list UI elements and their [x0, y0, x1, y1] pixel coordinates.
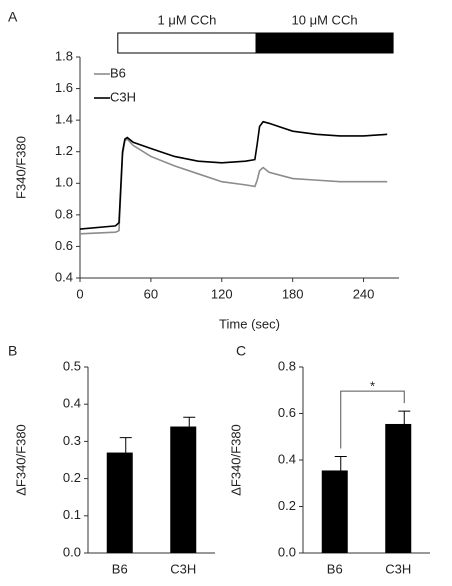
error-bar — [183, 416, 196, 427]
y-tick-label: 1.6 — [55, 80, 73, 95]
y-tick-label: 0.2 — [63, 470, 81, 485]
error-bar — [334, 456, 347, 471]
y-tick-label: 0.5 — [63, 358, 81, 373]
error-bar — [398, 410, 411, 424]
x-tick-label: 60 — [144, 286, 158, 301]
bar — [106, 452, 133, 553]
y-tick-label: 0.1 — [63, 507, 81, 522]
stimulus-label: 1 μM CCh — [158, 12, 217, 27]
panel-label: A — [8, 9, 18, 25]
y-tick-label: 0.4 — [278, 451, 296, 466]
x-tick-label: 120 — [211, 286, 233, 301]
x-axis-label: Time (sec) — [219, 316, 280, 331]
data-line — [79, 138, 388, 235]
stimulus-bar — [255, 32, 394, 54]
legend-label: C3H — [110, 89, 136, 104]
y-axis-label: ΔF340/F380 — [228, 424, 243, 496]
y-tick-label: 0.8 — [278, 358, 296, 373]
y-tick-label: 0.8 — [55, 206, 73, 221]
y-tick-label: 0.6 — [55, 238, 73, 253]
y-tick-label: 0.4 — [63, 396, 81, 411]
significance-label: * — [370, 379, 375, 394]
error-bar — [119, 437, 132, 453]
y-tick-label: 1.2 — [55, 143, 73, 158]
y-tick-label: 0.0 — [63, 544, 81, 559]
x-tick-label: 240 — [353, 286, 375, 301]
y-tick-label: 1.8 — [55, 48, 73, 63]
legend-label: B6 — [110, 65, 126, 80]
y-axis-label: ΔF340/F380 — [13, 424, 28, 496]
x-tick-label: B6 — [112, 561, 128, 576]
panel-label: C — [236, 343, 246, 359]
stimulus-bar — [117, 32, 257, 54]
y-tick-label: 0.4 — [55, 269, 73, 284]
x-tick-label: B6 — [327, 561, 343, 576]
y-tick-label: 1.4 — [55, 112, 73, 127]
panel-label: B — [8, 343, 17, 359]
bar — [170, 426, 197, 553]
x-tick-label: 0 — [76, 286, 83, 301]
bar — [321, 470, 348, 553]
y-tick-label: 0.2 — [278, 498, 296, 513]
y-tick-label: 0.6 — [278, 405, 296, 420]
bar — [385, 423, 412, 553]
significance-bracket — [340, 390, 405, 449]
data-line — [79, 120, 388, 230]
y-tick-label: 0.0 — [278, 544, 296, 559]
x-tick-label: 180 — [282, 286, 304, 301]
y-tick-label: 1.0 — [55, 175, 73, 190]
x-tick-label: C3H — [385, 561, 411, 576]
y-axis-label: F340/F380 — [13, 136, 28, 199]
y-tick-label: 0.3 — [63, 433, 81, 448]
x-tick-label: C3H — [170, 561, 196, 576]
stimulus-label: 10 μM CCh — [292, 12, 358, 27]
